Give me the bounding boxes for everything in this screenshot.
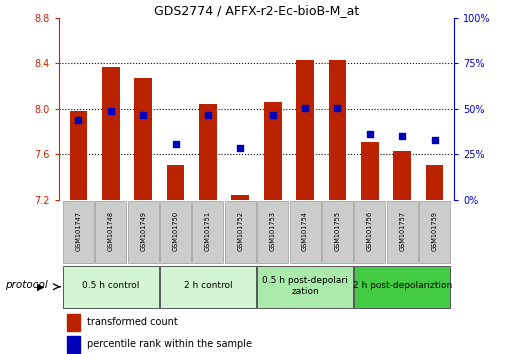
Point: [74, 118, 83, 123]
Bar: [192, 201, 224, 263]
Bar: [95, 201, 126, 263]
Text: GSM101747: GSM101747: [75, 211, 82, 251]
Bar: [199, 104, 217, 200]
Bar: [167, 165, 185, 200]
Point: [204, 112, 212, 118]
Bar: [264, 102, 282, 200]
Point: [398, 133, 406, 139]
Bar: [322, 201, 353, 263]
Point: [107, 108, 115, 114]
Bar: [134, 78, 152, 200]
Text: GSM101749: GSM101749: [140, 211, 146, 251]
Point: [301, 105, 309, 110]
Text: 2 h post-depolariztion: 2 h post-depolariztion: [352, 281, 452, 290]
Text: GSM101754: GSM101754: [302, 211, 308, 251]
Text: GSM101757: GSM101757: [399, 211, 405, 251]
Bar: [296, 60, 314, 200]
Text: percentile rank within the sample: percentile rank within the sample: [87, 339, 252, 349]
Text: GSM101750: GSM101750: [172, 211, 179, 251]
Bar: [426, 165, 443, 200]
Text: GSM101759: GSM101759: [431, 211, 438, 251]
Bar: [354, 266, 450, 308]
Point: [139, 112, 147, 118]
Bar: [387, 201, 418, 263]
Bar: [67, 336, 80, 353]
Text: GSM101753: GSM101753: [270, 211, 275, 251]
Bar: [328, 60, 346, 200]
Bar: [70, 111, 87, 200]
Bar: [354, 201, 385, 263]
Text: 0.5 h control: 0.5 h control: [82, 281, 140, 290]
Point: [430, 137, 439, 142]
Text: transformed count: transformed count: [87, 317, 178, 327]
Bar: [63, 266, 159, 308]
Bar: [67, 314, 80, 331]
Bar: [289, 201, 321, 263]
Text: 0.5 h post-depolari
zation: 0.5 h post-depolari zation: [262, 276, 348, 296]
Text: GSM101755: GSM101755: [334, 211, 341, 251]
Text: GSM101752: GSM101752: [238, 211, 243, 251]
Point: [333, 105, 342, 110]
Bar: [419, 201, 450, 263]
Point: [366, 131, 374, 137]
Bar: [361, 142, 379, 200]
Title: GDS2774 / AFFX-r2-Ec-bioB-M_at: GDS2774 / AFFX-r2-Ec-bioB-M_at: [154, 4, 359, 17]
Text: GSM101756: GSM101756: [367, 211, 373, 251]
Bar: [257, 201, 288, 263]
Text: 2 h control: 2 h control: [184, 281, 232, 290]
Bar: [63, 201, 94, 263]
Bar: [257, 266, 353, 308]
Point: [269, 112, 277, 118]
Bar: [102, 67, 120, 200]
Bar: [160, 201, 191, 263]
Bar: [393, 151, 411, 200]
Bar: [225, 201, 256, 263]
Text: protocol: protocol: [5, 280, 48, 290]
Text: GSM101751: GSM101751: [205, 211, 211, 251]
Bar: [231, 195, 249, 200]
Bar: [160, 266, 256, 308]
Text: GSM101748: GSM101748: [108, 211, 114, 251]
Text: ▶: ▶: [37, 282, 45, 292]
Point: [236, 145, 244, 150]
Point: [171, 141, 180, 147]
Bar: [128, 201, 159, 263]
